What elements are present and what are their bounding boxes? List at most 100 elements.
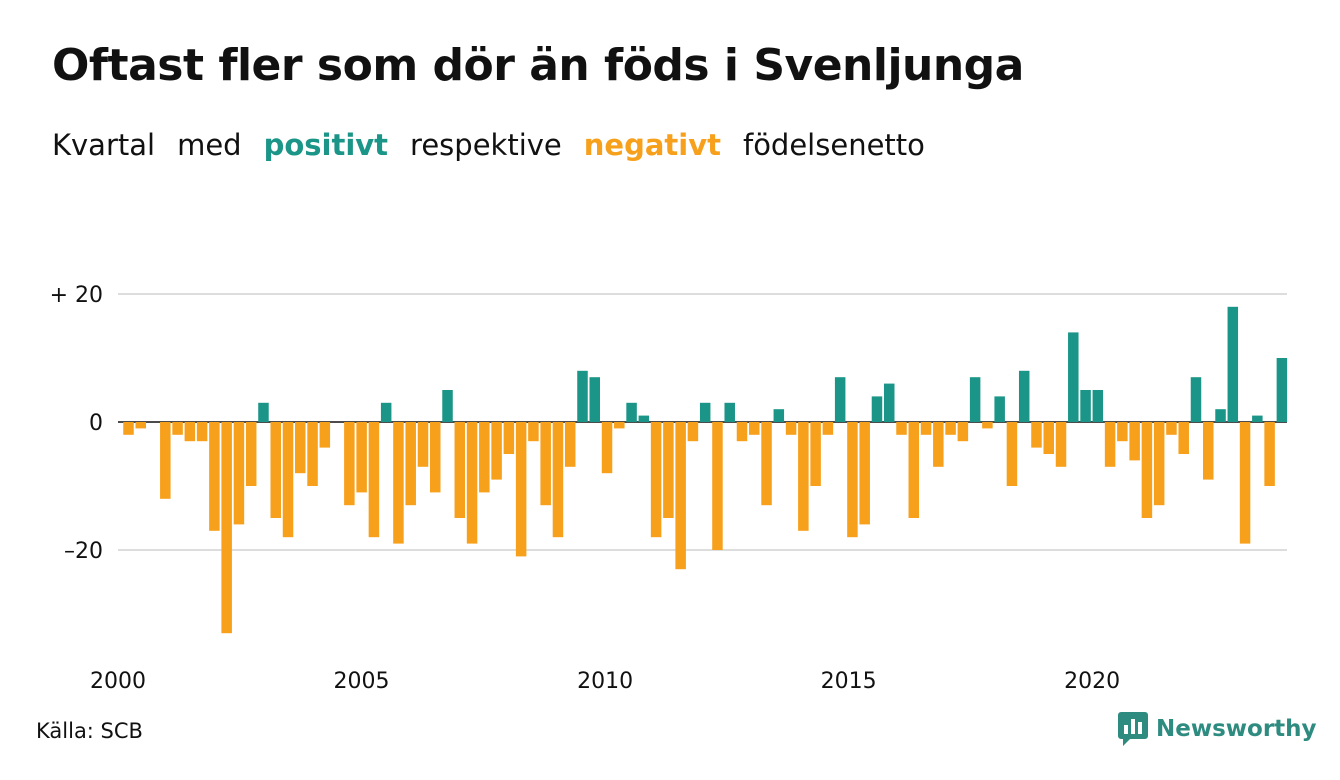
bar-2003-q1 — [270, 422, 281, 518]
bar-2016-q3 — [933, 422, 944, 467]
bar-2017-q1 — [957, 422, 969, 442]
bar-2011-q3 — [687, 422, 699, 442]
bar-2014-q4 — [847, 422, 858, 538]
bar-2004-q1 — [319, 422, 331, 448]
bar-2006-q1 — [417, 422, 429, 467]
bar-2006-q3 — [442, 390, 453, 422]
bar-2007-q1 — [466, 422, 478, 544]
bar-chart: + 20 0 –20 2000 2005 2010 2015 2020 — [50, 283, 1288, 694]
bar-2014-q3 — [834, 377, 846, 422]
bar-2007-q4 — [503, 422, 515, 454]
bar-2004-q3 — [344, 422, 355, 506]
subtitle-word-fodelsenetto: födelsenetto — [742, 128, 925, 162]
bar-2018-q2 — [1018, 370, 1030, 422]
bar-2002-q1 — [221, 422, 232, 634]
bar-2008-q1 — [515, 422, 527, 557]
bar-2005-q2 — [380, 402, 392, 422]
bar-2012-q1 — [712, 422, 723, 550]
x-tick-label: 2015 — [821, 669, 877, 694]
bar-2013-q2 — [773, 409, 785, 422]
bar-2000-q2 — [135, 422, 147, 429]
bar-2008-q4 — [552, 422, 564, 538]
bar-2020-q3 — [1129, 422, 1140, 461]
bar-2009-q3 — [589, 377, 601, 422]
bar-2021-q2 — [1166, 422, 1177, 435]
bar-2007-q3 — [491, 422, 502, 480]
bar-2005-q3 — [393, 422, 404, 544]
x-tick-label: 2010 — [577, 669, 633, 694]
bar-2019-q3 — [1080, 390, 1091, 422]
bar-2019-q4 — [1092, 390, 1104, 422]
bar-2013-q1 — [761, 422, 772, 506]
bar-2012-q3 — [736, 422, 748, 442]
bar-2016-q2 — [920, 422, 932, 435]
bar-2022-q1 — [1203, 422, 1214, 480]
subtitle-word-respektive: respektive — [410, 128, 562, 162]
bar-2022-q3 — [1227, 306, 1239, 422]
bar-2016-q4 — [945, 422, 956, 435]
bar-2002-q3 — [245, 422, 257, 486]
bar-2012-q2 — [724, 402, 735, 422]
bar-2021-q3 — [1178, 422, 1189, 454]
bar-2016-q1 — [908, 422, 920, 518]
bar-2005-q1 — [368, 422, 380, 538]
bar-2008-q3 — [540, 422, 551, 506]
bar-2022-q2 — [1215, 409, 1226, 422]
bar-2003-q2 — [282, 422, 294, 538]
bar-2018-q3 — [1031, 422, 1042, 448]
bar-2005-q4 — [405, 422, 416, 506]
bar-2012-q4 — [749, 422, 760, 435]
bar-2015-q4 — [896, 422, 907, 435]
bar-2018-q4 — [1043, 422, 1054, 454]
bar-2009-q2 — [577, 370, 588, 422]
brand-name: Newsworthy — [1156, 716, 1317, 742]
bar-2013-q3 — [785, 422, 797, 435]
bar-2011-q4 — [699, 402, 711, 422]
subtitle-positive-word: positivt — [263, 128, 389, 162]
axis-layer: + 20 0 –20 2000 2005 2010 2015 2020 — [50, 283, 1121, 694]
x-tick-label: 2000 — [90, 669, 146, 694]
bar-2019-q2 — [1068, 332, 1079, 422]
y-tick-label: + 20 — [50, 283, 103, 308]
bar-2015-q3 — [883, 383, 895, 422]
subtitle-word-med: med — [177, 128, 242, 162]
bar-2011-q2 — [675, 422, 686, 570]
bar-2017-q3 — [982, 422, 993, 429]
bar-2017-q4 — [994, 396, 1005, 422]
bar-2000-q1 — [123, 422, 134, 435]
chart-title: Oftast fler som dör än föds i Svenljunga — [52, 40, 1024, 91]
brand-logo: Newsworthy — [1118, 712, 1317, 746]
bar-layer — [123, 306, 1288, 634]
bar-2014-q2 — [822, 422, 834, 435]
source-note: Källa: SCB — [36, 719, 143, 743]
bar-2013-q4 — [798, 422, 809, 531]
bar-2018-q1 — [1006, 422, 1018, 486]
subtitle-negative-word: negativt — [583, 128, 721, 162]
bar-2001-q3 — [196, 422, 208, 442]
y-tick-label: 0 — [89, 411, 103, 436]
chart-subtitle: Kvartal med positivt respektive negativt föde… — [52, 128, 947, 162]
bar-2023-q3 — [1276, 358, 1288, 422]
x-tick-label: 2020 — [1064, 669, 1120, 694]
bar-2021-q4 — [1190, 377, 1202, 422]
bar-2020-q4 — [1141, 422, 1153, 518]
bar-2006-q2 — [430, 422, 441, 493]
bar-2020-q2 — [1117, 422, 1128, 442]
bar-2014-q1 — [810, 422, 821, 486]
bar-2001-q1 — [172, 422, 183, 435]
bar-2010-q3 — [638, 415, 650, 422]
newsworthy-logo-icon — [1118, 712, 1148, 746]
bar-2015-q1 — [859, 422, 870, 525]
x-tick-label: 2005 — [334, 669, 390, 694]
bar-2020-q1 — [1104, 422, 1116, 467]
bar-2001-q2 — [184, 422, 196, 442]
bar-2003-q3 — [295, 422, 306, 474]
bar-2000-q4 — [160, 422, 171, 499]
bar-2004-q4 — [356, 422, 367, 493]
bar-2009-q4 — [601, 422, 613, 474]
bar-2017-q2 — [969, 377, 981, 422]
bar-2021-q1 — [1153, 422, 1165, 506]
bar-2015-q2 — [871, 396, 883, 422]
subtitle-word-kvartal: Kvartal — [52, 128, 156, 162]
bar-2010-q2 — [626, 402, 637, 422]
